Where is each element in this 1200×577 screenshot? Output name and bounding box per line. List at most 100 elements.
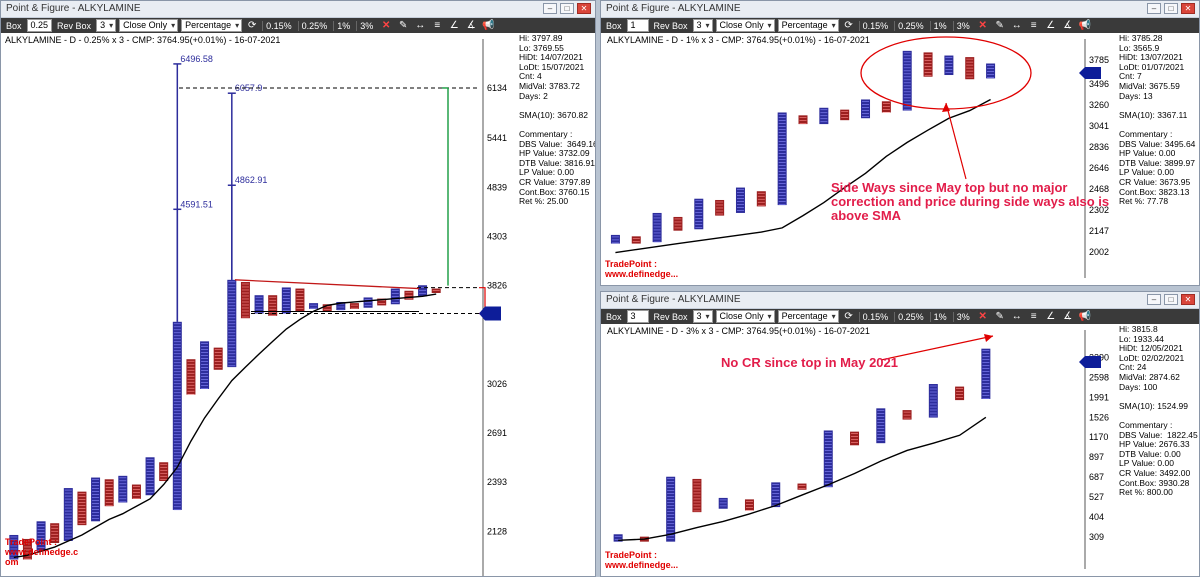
announce-icon[interactable]: 📢: [482, 20, 495, 31]
edit-icon[interactable]: ✎: [399, 20, 408, 31]
y-tick-label: 1991: [1089, 392, 1109, 402]
o-column-body: [268, 295, 278, 316]
value-label: 6496.58: [180, 54, 213, 64]
chart-caption: ALKYLAMINE - D - 0.25% x 3 - CMP: 3764.9…: [5, 35, 281, 45]
close-button[interactable]: ✕: [1181, 3, 1195, 14]
announce-icon[interactable]: 📢: [1078, 20, 1091, 31]
price-type-select[interactable]: Close Only: [715, 310, 775, 323]
x-column: [986, 63, 996, 79]
o-column: [104, 479, 114, 507]
refresh-icon[interactable]: ⟳: [247, 20, 257, 31]
maximize-button[interactable]: □: [1164, 294, 1178, 305]
o-column: [186, 359, 196, 395]
close-button[interactable]: ✕: [1181, 294, 1195, 305]
x-column-body: [336, 301, 346, 311]
x-column: [309, 303, 319, 309]
lines-icon[interactable]: ≡: [1030, 311, 1037, 322]
refresh-icon[interactable]: ⟳: [844, 311, 853, 322]
box-size-input[interactable]: 0.25: [26, 19, 53, 32]
sma-line: [615, 98, 991, 254]
box-label: Box: [606, 311, 622, 322]
o-column-body: [295, 288, 305, 312]
step-button-3[interactable]: 1%: [929, 20, 950, 31]
chart-toolbar: Box 0.25 Rev Box 3 Close Only Percentage…: [1, 18, 595, 33]
box-size-input[interactable]: 1: [626, 19, 649, 32]
lines-icon[interactable]: ≡: [434, 20, 441, 31]
pnf-window-025: Point & Figure - ALKYLAMINE – □ ✕ Box 0.…: [0, 0, 596, 577]
edit-icon[interactable]: ✎: [995, 20, 1004, 31]
minimize-button[interactable]: –: [1147, 3, 1161, 14]
arrows-icon[interactable]: ↔: [1011, 20, 1022, 31]
o-column-body: [186, 359, 196, 395]
step-button-1[interactable]: 0.15%: [858, 20, 892, 31]
step-button-4[interactable]: 3%: [952, 311, 973, 322]
y-tick-label: 2393: [487, 477, 507, 487]
announce-icon[interactable]: 📢: [1078, 311, 1091, 322]
x-column: [771, 482, 781, 508]
stats-panel: Hi: 3815.8 Lo: 1933.44 HiDt: 12/05/2021 …: [1119, 324, 1198, 498]
o-column-body: [797, 483, 807, 490]
box-size-input[interactable]: 3: [626, 310, 649, 323]
step-button-1[interactable]: 0.15%: [858, 311, 892, 322]
cmp-marker: [479, 306, 501, 321]
step-button-3[interactable]: 1%: [333, 20, 353, 31]
x-column-body: [118, 475, 128, 503]
x-column: [823, 430, 833, 488]
x-column: [876, 408, 886, 444]
step-button-2[interactable]: 0.25%: [894, 311, 927, 322]
o-column: [213, 347, 223, 370]
step-button-1[interactable]: 0.15%: [262, 20, 295, 31]
revbox-select[interactable]: 3: [692, 310, 713, 323]
delete-icon[interactable]: ✕: [382, 20, 391, 31]
step-button-4[interactable]: 3%: [356, 20, 376, 31]
pnf-chart-3: 33902598199115261170897687527404309: [613, 330, 1109, 569]
y-tick-label: 3785: [1089, 55, 1109, 65]
o-column: [50, 523, 60, 543]
x-column-body: [876, 408, 886, 444]
revbox-select[interactable]: 3: [692, 19, 713, 32]
angle-45-alt-icon[interactable]: ∡: [466, 20, 476, 31]
maximize-button[interactable]: □: [560, 3, 574, 14]
y-tick-label: 527: [1089, 492, 1104, 502]
angle-45-icon[interactable]: ∠: [1046, 311, 1056, 322]
method-select[interactable]: Percentage: [181, 19, 243, 32]
x-column: [418, 285, 428, 297]
lines-icon[interactable]: ≡: [1030, 20, 1037, 31]
step-button-3[interactable]: 1%: [929, 311, 950, 322]
delete-icon[interactable]: ✕: [978, 20, 987, 31]
x-column: [363, 297, 373, 308]
minimize-button[interactable]: –: [543, 3, 557, 14]
angle-45-alt-icon[interactable]: ∡: [1063, 311, 1073, 322]
angle-45-alt-icon[interactable]: ∡: [1063, 20, 1073, 31]
step-button-4[interactable]: 3%: [952, 20, 973, 31]
o-column: [797, 483, 807, 490]
value-label: 4862.91: [235, 175, 268, 185]
o-column-body: [377, 298, 387, 306]
edit-icon[interactable]: ✎: [995, 311, 1004, 322]
step-button-2[interactable]: 0.25%: [894, 20, 927, 31]
price-type-select[interactable]: Close Only: [715, 19, 775, 32]
maximize-button[interactable]: □: [1164, 3, 1178, 14]
red-trendline: [234, 279, 420, 290]
minimize-button[interactable]: –: [1147, 294, 1161, 305]
arrows-icon[interactable]: ↔: [415, 20, 426, 31]
box-label: Box: [6, 20, 22, 31]
arrows-icon[interactable]: ↔: [1011, 311, 1022, 322]
revbox-select[interactable]: 3: [96, 19, 117, 32]
y-tick-label: 2302: [1089, 205, 1109, 215]
x-column: [613, 534, 623, 542]
angle-45-icon[interactable]: ∠: [449, 20, 459, 31]
pnf-window-1pct: Point & Figure - ALKYLAMINE – □ ✕ Box 1 …: [600, 0, 1200, 286]
annotation-line-2: correction and price during side ways al…: [831, 194, 1110, 209]
o-column: [965, 57, 975, 80]
delete-icon[interactable]: ✕: [978, 311, 987, 322]
step-button-2[interactable]: 0.25%: [297, 20, 331, 31]
refresh-icon[interactable]: ⟳: [844, 20, 853, 31]
price-type-select[interactable]: Close Only: [119, 19, 179, 32]
annotation-arrow: [880, 335, 994, 361]
close-button[interactable]: ✕: [577, 3, 591, 14]
method-select[interactable]: Percentage: [777, 310, 839, 323]
angle-45-icon[interactable]: ∠: [1046, 20, 1056, 31]
o-column-body: [673, 216, 683, 231]
method-select[interactable]: Percentage: [777, 19, 839, 32]
